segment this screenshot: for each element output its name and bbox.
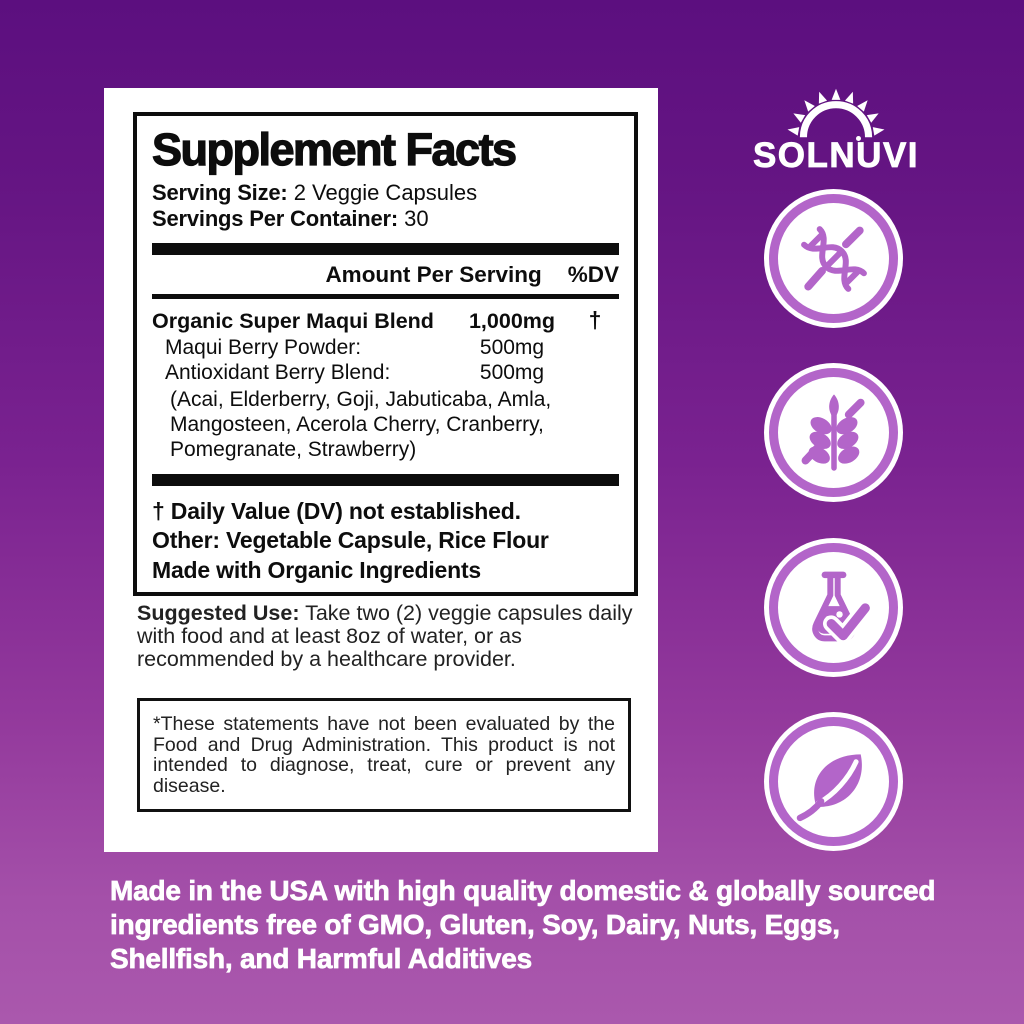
nutrient-name: Maqui Berry Powder: xyxy=(165,335,362,359)
amount-per-serving-header: Amount Per Serving xyxy=(325,262,542,287)
nutrient-amount: 500mg xyxy=(479,335,545,359)
nutrient-amount: 500mg xyxy=(479,361,545,384)
supplement-facts-title: Supplement Facts xyxy=(151,123,517,175)
serving-size-value: 2 Veggie Capsules xyxy=(293,180,478,205)
wheat-crossed-icon xyxy=(801,393,865,471)
suggested-use-label: Suggested Use: xyxy=(137,601,300,625)
nutrient-rows: Organic Super Maqui Blend 1,000mg † Maqu… xyxy=(152,307,619,462)
bottom-claim-text: Made in the USA with high quality domest… xyxy=(110,875,936,975)
dna-crossed-icon xyxy=(800,225,867,292)
divider-thick-bar xyxy=(152,473,619,486)
nutrient-dv: † xyxy=(588,307,602,333)
nutrient-name: Organic Super Maqui Blend xyxy=(152,309,434,333)
fda-disclaimer-box: *These statements have not been evaluate… xyxy=(137,698,631,812)
badge-gluten-free xyxy=(764,363,903,502)
badge-non-gmo xyxy=(764,189,903,328)
badge-natural-leaf xyxy=(764,712,903,851)
badge-lab-tested xyxy=(764,538,903,677)
blend-ingredients-list: (Acai, Elderberry, Goji, Jabuticaba, Aml… xyxy=(170,387,552,461)
servings-per-container-value: 30 xyxy=(404,206,429,231)
nutrient-amount: 1,000mg xyxy=(468,309,556,333)
leaf-icon xyxy=(796,753,862,821)
table-row: Antioxidant Berry Blend: 500mg xyxy=(152,360,619,386)
brand-name: SOLNUVI xyxy=(752,136,920,176)
suggested-use-paragraph: Suggested Use: Take two (2) veggie capsu… xyxy=(137,602,633,671)
serving-size-label: Serving Size: xyxy=(152,180,288,205)
brand-logo: SOLNUVI xyxy=(742,84,930,176)
facts-column-header: Amount Per Serving %DV xyxy=(152,255,619,294)
organic-ingredients-note: Made with Organic Ingredients xyxy=(152,556,482,583)
dv-not-established-note: † Daily Value (DV) not established. xyxy=(152,497,521,524)
flask-check-icon xyxy=(811,571,874,644)
divider-thick-bar xyxy=(152,243,619,255)
nutrient-name: Antioxidant Berry Blend: xyxy=(165,361,391,384)
servings-per-container-label: Servings Per Container: xyxy=(152,206,399,231)
table-row: Maqui Berry Powder: 500mg xyxy=(152,335,619,361)
servings-per-container-line: Servings Per Container: 30 xyxy=(152,206,619,232)
other-ingredients-note: Other: Vegetable Capsule, Rice Flour xyxy=(152,527,549,553)
suggested-use-text: Take two (2) veggie capsules daily with … xyxy=(137,601,633,671)
serving-size-line: Serving Size: 2 Veggie Capsules xyxy=(152,180,619,206)
u-accent-dot xyxy=(856,136,861,141)
percent-dv-header: %DV xyxy=(567,262,619,287)
divider-thin-bar xyxy=(152,294,619,299)
facts-footnotes: † Daily Value (DV) not established. Othe… xyxy=(152,497,619,586)
sun-rays-icon xyxy=(787,88,885,138)
label-panel: Supplement Facts Serving Size: 2 Veggie … xyxy=(104,88,658,852)
table-row: Organic Super Maqui Blend 1,000mg † xyxy=(152,307,619,335)
supplement-facts-box: Supplement Facts Serving Size: 2 Veggie … xyxy=(133,112,638,596)
